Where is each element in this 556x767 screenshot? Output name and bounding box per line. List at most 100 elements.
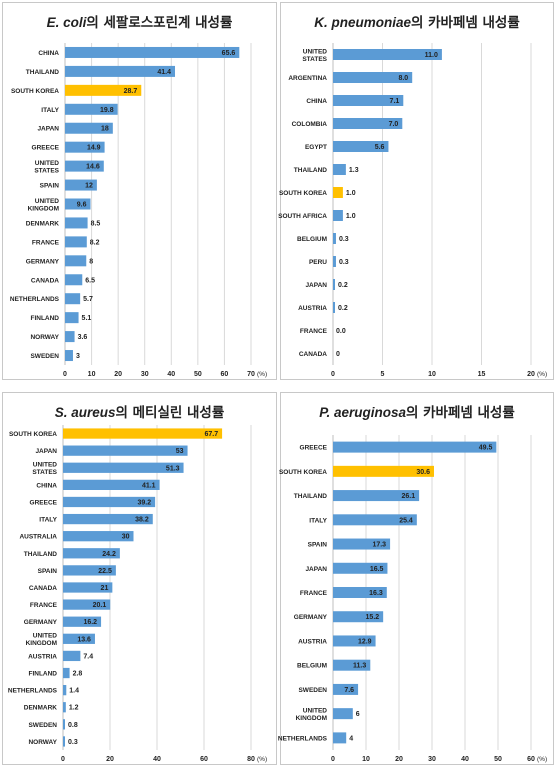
category-label: SOUTH KOREA	[11, 88, 59, 95]
value-label: 1.4	[69, 688, 79, 695]
category-label: AUSTRIA	[298, 638, 327, 645]
category-label: CANADA	[29, 585, 57, 592]
value-label: 7.6	[344, 687, 354, 694]
bar-italy	[333, 514, 417, 526]
bar-united-kingdom	[65, 198, 91, 210]
bar-chart-paeruginosa: GREECE 49.5 SOUTH KOREA 30.6 THAILAND 26.1 ITA…	[278, 435, 547, 763]
chart-title-organism: S. aureus	[54, 405, 116, 420]
bar-canada	[65, 274, 83, 286]
category-label: UNITED KINGDOM	[26, 633, 58, 648]
bar-netherlands	[63, 685, 67, 696]
chart-title: P. aeruginosa의 카바페넴 내성률	[281, 401, 553, 421]
x-tick-label: 60	[221, 371, 229, 378]
chart-title-text: 의 세팔로스포린계 내성률	[86, 15, 233, 31]
bar-norway	[65, 331, 75, 343]
chart-panel-ecoli: E. coli의 세팔로스포린계 내성률 CHINA 65.6 THAILAND 41…	[2, 2, 277, 380]
value-label: 13.6	[77, 636, 91, 643]
value-label: 30	[122, 534, 130, 541]
category-label: ITALY	[39, 517, 57, 524]
value-label: 6.5	[85, 277, 95, 284]
value-label: 5.6	[375, 144, 385, 151]
bar-chart-ecoli: CHINA 65.6 THAILAND 41.4 SOUTH KOREA 28.7 ITAL…	[10, 43, 267, 378]
x-tick-label: 50	[194, 371, 202, 378]
value-label: 20.1	[93, 602, 107, 609]
bar-united-states	[65, 160, 104, 172]
category-label: SPAIN	[40, 183, 60, 190]
bar-china	[63, 479, 160, 490]
bar-thailand	[63, 548, 120, 559]
x-tick-label: 20	[106, 756, 114, 763]
bar-united-states	[333, 49, 442, 60]
value-label: 24.2	[102, 551, 116, 558]
category-label: JAPAN	[305, 566, 327, 573]
category-label: CHINA	[36, 482, 57, 489]
x-tick-label: 0	[331, 371, 335, 378]
bar-germany	[333, 611, 384, 623]
category-label: DENMARK	[26, 220, 60, 227]
value-label: 9.6	[77, 202, 87, 209]
bar-south-korea	[65, 84, 142, 96]
x-tick-label: 80	[247, 756, 255, 763]
category-label: SPAIN	[308, 542, 328, 549]
value-label: 67.7	[204, 431, 218, 438]
bar-egypt	[333, 141, 389, 152]
bar-spain	[65, 179, 97, 191]
category-label: NETHERLANDS	[10, 296, 60, 303]
category-label: UNITED KINGDOM	[296, 707, 328, 722]
x-tick-label: 40	[153, 756, 161, 763]
x-tick-label: 20	[114, 371, 122, 378]
category-label: CHINA	[38, 50, 59, 57]
x-tick-label: 0	[63, 371, 67, 378]
value-label: 65.6	[222, 50, 236, 57]
bar-united-states	[63, 462, 184, 473]
category-label: UNITED STATES	[302, 48, 327, 63]
category-label: GREECE	[32, 145, 60, 152]
x-tick-label: 70	[247, 371, 255, 378]
category-label: AUSTRIA	[298, 305, 327, 312]
bar-france	[63, 599, 111, 610]
x-tick-label: 0	[61, 756, 65, 763]
bar-south-korea	[333, 465, 434, 477]
chart-title: E. coli의 세팔로스포린계 내성률	[3, 11, 276, 31]
bar-chart-saureus: SOUTH KOREA 67.7 JAPAN 53 UNITED STATES 51.3 CH…	[8, 425, 267, 763]
category-label: FRANCE	[30, 602, 58, 609]
bar-austria	[333, 635, 376, 647]
chart-title-text: 의 카바페넴 내성률	[406, 405, 515, 421]
bar-japan	[333, 279, 335, 290]
x-tick-label: 60	[200, 756, 208, 763]
bar-south-africa	[333, 210, 343, 221]
bar-france	[333, 587, 387, 598]
category-label: THAILAND	[24, 551, 58, 558]
bar-united-kingdom	[333, 708, 353, 720]
category-label: NORWAY	[28, 739, 57, 746]
bar-peru	[333, 256, 336, 267]
x-tick-label: 60	[527, 756, 535, 763]
x-tick-label: 20	[527, 371, 535, 378]
value-label: 2.8	[73, 671, 83, 678]
category-label: GREECE	[30, 499, 58, 506]
category-label: FRANCE	[300, 328, 328, 335]
value-label: 12	[85, 183, 93, 190]
value-label: 7.4	[83, 653, 93, 660]
chart-title-organism: E. coli	[46, 15, 87, 30]
x-unit-label: (%)	[537, 756, 547, 763]
category-label: SWEDEN	[298, 687, 327, 694]
category-label: AUSTRALIA	[19, 534, 57, 541]
x-tick-label: 50	[494, 756, 502, 763]
bar-sweden	[63, 719, 65, 730]
value-label: 0.3	[339, 259, 349, 266]
bar-norway	[63, 736, 65, 747]
bar-greece	[65, 141, 105, 153]
chart-title-text: 의 카바페넴 내성률	[411, 15, 520, 31]
bar-france	[65, 236, 87, 248]
category-label: THAILAND	[294, 167, 328, 174]
bar-canada	[63, 582, 113, 593]
x-tick-label: 10	[362, 756, 370, 763]
bar-germany	[65, 255, 87, 267]
bar-chart-kpneumoniae: UNITED STATES 11.0 ARGENTINA 8.0 CHINA 7.1 COLO…	[278, 43, 547, 378]
bar-austria	[333, 302, 335, 313]
bar-china	[65, 46, 240, 58]
value-label: 0	[336, 351, 340, 358]
category-label: ITALY	[309, 517, 327, 524]
category-label: THAILAND	[294, 493, 328, 500]
